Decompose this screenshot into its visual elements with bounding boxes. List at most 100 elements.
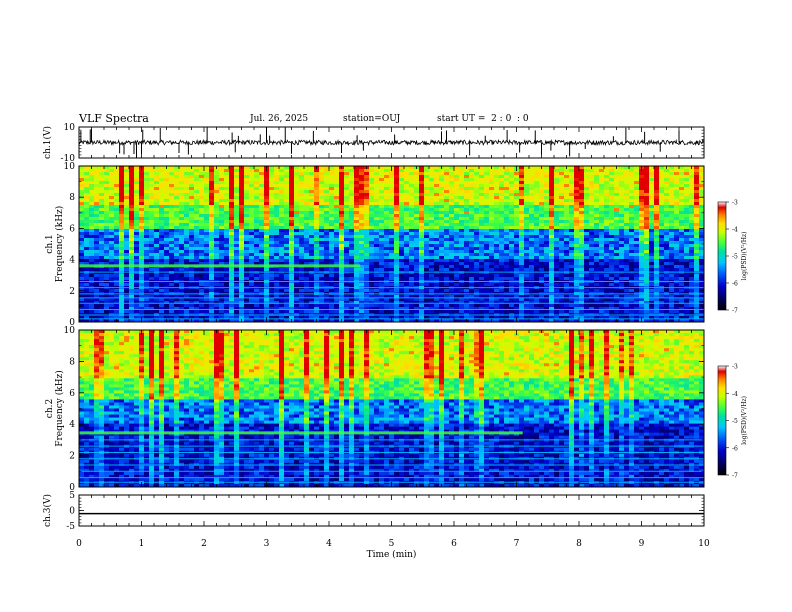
ch1-spec-cell [304,166,310,170]
ch1-spec-cell [289,220,295,224]
ch1-spec-cell [529,238,535,242]
ch1-spec-cell [84,301,90,305]
ch1-spec-cell [99,220,105,224]
ch1-spec-cell [89,199,95,203]
ch1-spec-cell [274,229,280,233]
ch1-spec-cell [124,205,130,209]
ch1-spec-cell [249,220,255,224]
ch1-spec-cell [189,244,195,248]
ch1-spec-cell [509,265,515,269]
ch1-spec-cell [479,211,485,215]
ch1-spec-cell [524,190,530,194]
ch1-spec-cell [274,211,280,215]
ch1-spec-cell [479,217,485,221]
ch1-spec-cell [259,229,265,233]
ch1-spec-cell [144,319,150,323]
ch1-spec-cell [239,238,245,242]
ch1-spec-cell [519,301,525,305]
ch1-spec-cell [374,319,380,323]
ch1-spec-cell [389,202,395,206]
ch1-spec-cell [539,262,545,266]
ch1-spec-cell [114,304,120,308]
ch1-spec-cell [214,220,220,224]
ch1-spec-cell [299,238,305,242]
ch1-spec-cell [239,253,245,257]
ch1-spec-cell [199,181,205,185]
ch1-spec-cell [394,268,400,272]
ch1-spec-cell [504,259,510,263]
ch1-spec-cell [169,214,175,218]
ch1-spec-cell [124,175,130,179]
ch1-spec-cell [299,307,305,311]
ch1-spec-cell [129,193,135,197]
ch1-spec-cell [79,250,85,254]
ch1-spec-cell [189,232,195,236]
ch1-spec-cell [194,256,200,260]
ch1-spec-cell [509,262,515,266]
ch1-spec-cell [469,241,475,245]
ch1-spec-cell [399,289,405,293]
ch1-spec-cell [149,253,155,257]
ch1-spec-cell [444,310,450,314]
ch1-spec-cell [229,283,235,287]
ch1-spec-cell [154,277,160,281]
ch1-spec-cell [249,262,255,266]
ch1-spec-cell [139,256,145,260]
ch1-spec-cell [404,181,410,185]
ch1-spec-cell [469,187,475,191]
ch1-spec-cell [464,241,470,245]
ch1-spec-cell [519,283,525,287]
ch1-spec-cell [229,202,235,206]
ch1-spec-cell [129,247,135,251]
ch1-spec-cell [364,217,370,221]
ch1-spec-cell [119,247,125,251]
ch1-spec-cell [409,319,415,323]
ch1-spec-cell [429,265,435,269]
ch1-spec-cell [469,235,475,239]
ch1-spec-cell [114,178,120,182]
ch1-spec-cell [399,178,405,182]
ch1-spec-cell [129,274,135,278]
ch1-spec-cell [379,202,385,206]
ch1-spec-cell [339,232,345,236]
ch1-spec-cell [304,316,310,320]
ch1-spec-cell [224,214,230,218]
ch1-spec-cell [229,184,235,188]
ch1-spec-cell [199,259,205,263]
ch1-spec-cell [149,307,155,311]
ch1-spec-cell [284,271,290,275]
ch1-spec-cell [474,271,480,275]
ch1-spec-cell [199,196,205,200]
ch1-spec-cell [509,253,515,257]
ch1-spec-cell [264,199,270,203]
ch1-spec-cell [539,220,545,224]
ch1-spec-cell [509,274,515,278]
ch1-spec-cell [369,265,375,269]
ch1-spec-cell [94,238,100,242]
ch1-spec-cell [214,202,220,206]
ch1-spec-cell [469,211,475,215]
ch1-spec-cell [504,289,510,293]
ch1-spec-cell [539,229,545,233]
ch1-spec-cell [504,211,510,215]
ch1-spec-cell [279,283,285,287]
ch1-spec-cell [314,232,320,236]
ch1-spec-cell [509,244,515,248]
ch1-spec-cell [174,232,180,236]
ch1-spec-cell [244,283,250,287]
ch1-spec-cell [314,298,320,302]
ch1-spec-cell [474,307,480,311]
ch1-spec-cell [324,277,330,281]
ch1-spec-cell [179,310,185,314]
ch1-spec-cell [484,289,490,293]
ch1-spec-cell [334,205,340,209]
ch1-spec-cell [84,187,90,191]
ch1-spec-cell [84,196,90,200]
ch1-spec-cell [504,253,510,257]
ch1-spec-cell [319,172,325,176]
ch1-spec-cell [534,265,540,269]
ch1-spec-cell [409,262,415,266]
ch1-spec-cell [379,301,385,305]
ch1-spec-cell [349,238,355,242]
ch1-spec-cell [314,247,320,251]
